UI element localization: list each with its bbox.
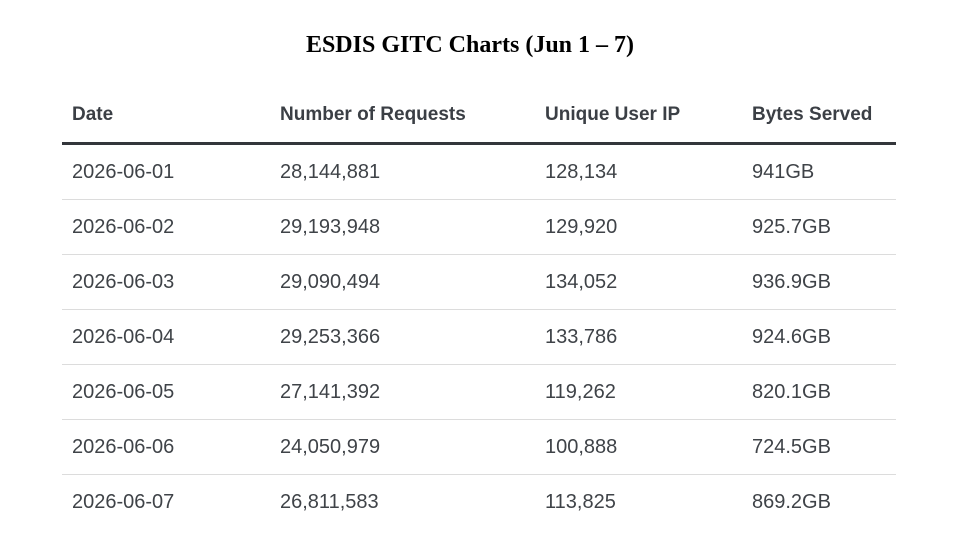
cell-bytes-served: 724.5GB <box>742 419 896 475</box>
cell-bytes-served: 941GB <box>742 143 896 200</box>
cell-date: 2026-06-01 <box>62 143 270 200</box>
cell-date: 2026-06-02 <box>62 199 270 255</box>
cell-requests: 29,193,948 <box>270 199 535 255</box>
table-row: 2026-06-05 27,141,392 119,262 820.1GB <box>62 364 896 420</box>
cell-requests: 29,090,494 <box>270 254 535 310</box>
cell-unique-ip: 100,888 <box>535 419 742 475</box>
cell-date: 2026-06-07 <box>72 490 175 513</box>
table-row: 2026-06-06 24,050,979 100,888 724.5GB <box>62 419 896 475</box>
header-requests: Number of Requests <box>270 88 535 145</box>
cell-date: 2026-06-03 <box>62 254 270 310</box>
table-row: 2026-06-04 29,253,366 133,786 924.6GB <box>62 309 896 365</box>
cell-unique-ip: 113,825 <box>545 490 616 513</box>
cell-date: 2026-06-05 <box>62 364 270 420</box>
cell-requests: 26,811,583 <box>280 490 379 513</box>
cell-requests: 29,253,366 <box>270 309 535 365</box>
cell-bytes-served: 936.9GB <box>742 254 896 310</box>
cell-unique-ip: 128,134 <box>535 143 742 200</box>
cell-requests: 28,144,881 <box>270 143 535 200</box>
cell-unique-ip: 129,920 <box>535 199 742 255</box>
table-row: 2026-06-03 29,090,494 134,052 936.9GB <box>62 254 896 310</box>
cell-requests: 27,141,392 <box>270 364 535 420</box>
header-date: Date <box>62 88 270 145</box>
cell-unique-ip: 134,052 <box>535 254 742 310</box>
page-title: ESDIS GITC Charts (Jun 1 – 7) <box>305 32 635 58</box>
cell-requests: 24,050,979 <box>270 419 535 475</box>
table-row: 2026-06-07 26,811,583 113,825 869.2GB <box>62 475 896 530</box>
cell-unique-ip: 133,786 <box>535 309 742 365</box>
cell-unique-ip: 119,262 <box>535 364 742 420</box>
cell-date: 2026-06-04 <box>62 309 270 365</box>
cell-date: 2026-06-06 <box>62 419 270 475</box>
header-unique-ip: Unique User IP <box>535 88 742 145</box>
table-row: 2026-06-01 28,144,881 128,134 941GB <box>62 143 896 200</box>
stats-table: Date Number of Requests Unique User IP B… <box>62 88 896 529</box>
table-row: 2026-06-02 29,193,948 129,920 925.7GB <box>62 199 896 255</box>
cell-bytes-served: 924.6GB <box>742 309 896 365</box>
cell-bytes-served: 869.2GB <box>752 490 831 513</box>
header-bytes-served: Bytes Served <box>742 88 896 145</box>
cell-bytes-served: 820.1GB <box>742 364 896 420</box>
table-header-row: Date Number of Requests Unique User IP B… <box>62 88 896 145</box>
cell-bytes-served: 925.7GB <box>742 199 896 255</box>
